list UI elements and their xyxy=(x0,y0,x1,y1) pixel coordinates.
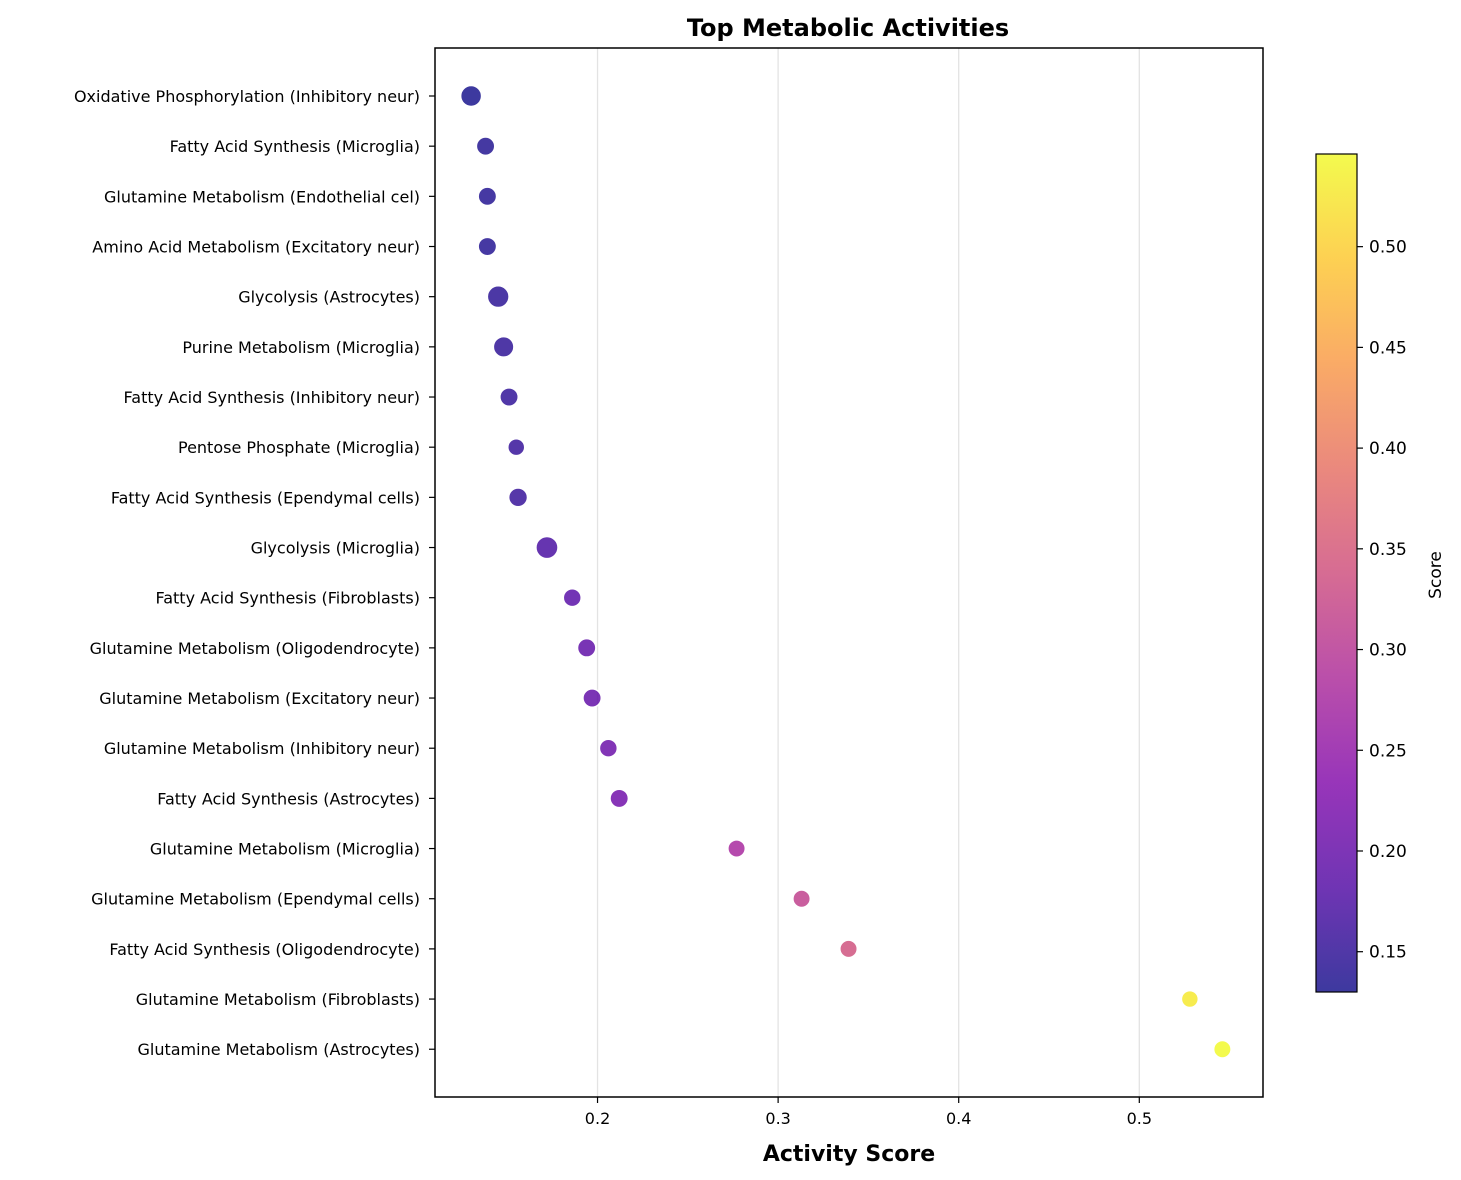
data-point xyxy=(492,335,515,358)
data-point xyxy=(477,186,498,207)
x-axis-label: Activity Score xyxy=(763,1142,935,1167)
colorbar-tick-label: 0.25 xyxy=(1369,741,1407,761)
y-tick-label: Glutamine Metabolism (Astrocytes) xyxy=(137,1040,420,1059)
colorbar-tick-label: 0.15 xyxy=(1369,943,1407,963)
data-point xyxy=(792,889,812,909)
data-point xyxy=(582,688,603,708)
y-tick-label: Fatty Acid Synthesis (Fibroblasts) xyxy=(155,589,420,608)
plot-frame xyxy=(434,47,1264,1098)
y-tick-label: Pentose Phosphate (Microglia) xyxy=(178,438,420,457)
x-tick-label: 0.4 xyxy=(946,1109,971,1128)
data-points xyxy=(459,84,1232,1059)
y-tick-label: Glycolysis (Microglia) xyxy=(251,539,420,558)
y-tick-label: Glutamine Metabolism (Endothelial cel) xyxy=(104,187,420,206)
y-tick-label: Glutamine Metabolism (Excitatory neur) xyxy=(99,689,420,708)
x-tick-label: 0.3 xyxy=(765,1109,790,1128)
y-tick-label: Glutamine Metabolism (Inhibitory neur) xyxy=(104,739,420,758)
y-tick-label: Glutamine Metabolism (Microglia) xyxy=(150,840,420,859)
x-tick-label: 0.5 xyxy=(1127,1109,1152,1128)
data-point xyxy=(609,788,630,809)
data-point xyxy=(839,939,859,959)
y-tick-label: Oxidative Phosphorylation (Inhibitory ne… xyxy=(74,87,420,106)
y-tick-label: Purine Metabolism (Microglia) xyxy=(182,338,420,357)
colorbar-tick-label: 0.35 xyxy=(1369,540,1407,560)
x-axis-ticks: 0.2 0.3 0.4 0.5 xyxy=(585,1097,1152,1128)
y-tick-label: Amino Acid Metabolism (Excitatory neur) xyxy=(92,238,420,257)
chart-title: Top Metabolic Activities xyxy=(687,14,1009,42)
y-tick-label: Fatty Acid Synthesis (Astrocytes) xyxy=(157,789,420,808)
data-point xyxy=(477,236,498,257)
y-tick-label: Fatty Acid Synthesis (Ependymal cells) xyxy=(111,488,420,507)
y-tick-label: Glutamine Metabolism (Fibroblasts) xyxy=(136,990,420,1009)
data-point xyxy=(562,587,582,608)
colorbar-ticks: 0.15 0.20 0.25 0.30 0.35 0.40 0.45 0.50 xyxy=(1357,238,1407,963)
colorbar-tick-label: 0.50 xyxy=(1369,238,1407,258)
y-tick-label: Fatty Acid Synthesis (Oligodendrocyte) xyxy=(109,940,420,959)
y-tick-label: Glutamine Metabolism (Oligodendrocyte) xyxy=(90,639,420,658)
colorbar-label: Score xyxy=(1426,551,1446,599)
data-point xyxy=(1212,1039,1232,1059)
data-point xyxy=(507,437,526,457)
grid xyxy=(596,48,1140,1097)
y-tick-label: Glutamine Metabolism (Ependymal cells) xyxy=(91,890,420,909)
y-axis-ticks: Oxidative Phosphorylation (Inhibitory ne… xyxy=(74,87,435,1059)
y-tick-label: Fatty Acid Synthesis (Microglia) xyxy=(170,137,420,156)
data-point xyxy=(499,387,519,407)
y-tick-label: Glycolysis (Astrocytes) xyxy=(238,288,420,307)
data-point xyxy=(1180,989,1200,1009)
data-point xyxy=(475,136,496,157)
colorbar: 0.15 0.20 0.25 0.30 0.35 0.40 0.45 0.50 Score xyxy=(1315,153,1446,993)
colorbar-gradient xyxy=(1315,153,1358,993)
colorbar-tick-label: 0.45 xyxy=(1369,338,1407,358)
data-point xyxy=(507,487,529,508)
data-point xyxy=(486,285,510,309)
data-point xyxy=(598,738,619,758)
colorbar-tick-label: 0.40 xyxy=(1369,439,1407,459)
colorbar-tick-label: 0.20 xyxy=(1369,842,1407,862)
colorbar-tick-label: 0.30 xyxy=(1369,641,1407,661)
data-point xyxy=(459,84,483,108)
data-point xyxy=(727,839,747,859)
data-point xyxy=(576,637,597,658)
data-point xyxy=(535,535,559,560)
x-tick-label: 0.2 xyxy=(585,1109,610,1128)
y-tick-label: Fatty Acid Synthesis (Inhibitory neur) xyxy=(124,388,420,407)
